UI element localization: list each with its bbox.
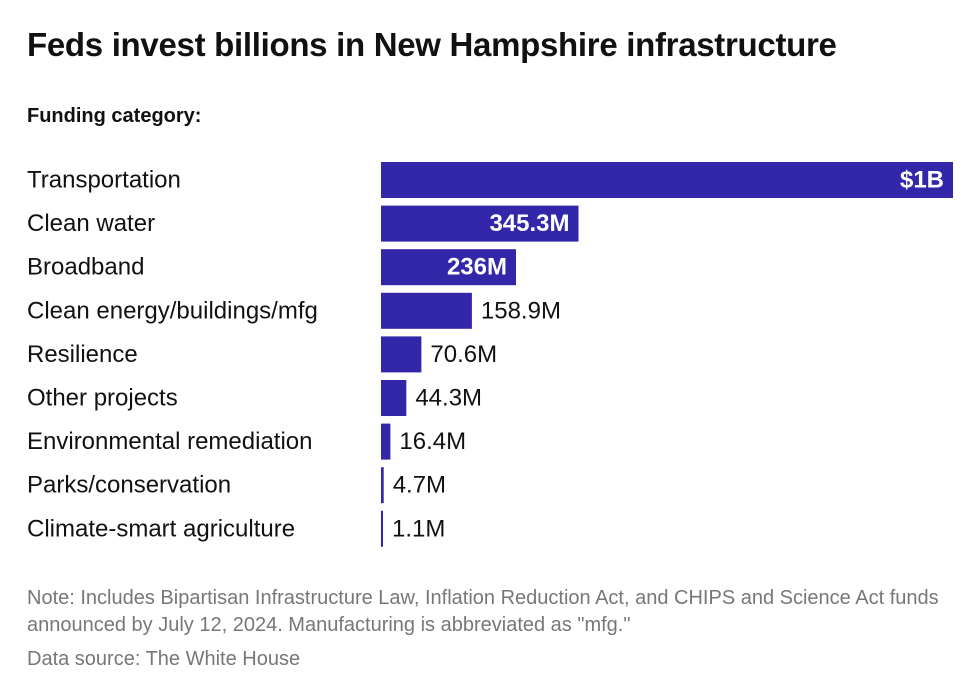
- bar-chart: Transportation $1B Clean water 345.3M Broadb…: [27, 162, 953, 547]
- data-label: 345.3M: [489, 210, 569, 237]
- bar: [381, 510, 383, 547]
- category-label: Climate-smart agriculture: [27, 515, 295, 542]
- data-label: 16.4M: [399, 428, 466, 455]
- category-label: Parks/conservation: [27, 472, 231, 499]
- bar: [381, 249, 516, 286]
- category-label: Clean water: [27, 210, 155, 237]
- bar: [381, 423, 391, 460]
- data-label: 1.1M: [392, 515, 445, 542]
- bar: [381, 292, 472, 329]
- category-label: Other projects: [27, 385, 178, 412]
- data-label: 158.9M: [481, 297, 561, 324]
- data-label: 4.7M: [393, 472, 446, 499]
- chart-title: Feds invest billions in New Hampshire in…: [27, 26, 837, 63]
- bar: [381, 162, 953, 198]
- bar: [381, 205, 579, 242]
- data-label: 70.6M: [430, 341, 497, 368]
- category-label: Resilience: [27, 341, 138, 368]
- category-label: Broadband: [27, 254, 144, 281]
- category-label: Transportation: [27, 167, 181, 194]
- category-label: Clean energy/buildings/mfg: [27, 297, 318, 324]
- chart-note: Note: Includes Bipartisan Infrastructure…: [27, 587, 939, 636]
- bar: [381, 467, 384, 504]
- chart-subtitle: Funding category:: [27, 105, 202, 127]
- data-label: 44.3M: [415, 385, 482, 412]
- data-label: $1B: [900, 167, 944, 194]
- data-source: Data source: The White House: [27, 648, 301, 670]
- category-label: Environmental remediation: [27, 428, 312, 455]
- bar: [381, 380, 407, 416]
- data-label: 236M: [447, 254, 507, 281]
- bar: [381, 336, 422, 373]
